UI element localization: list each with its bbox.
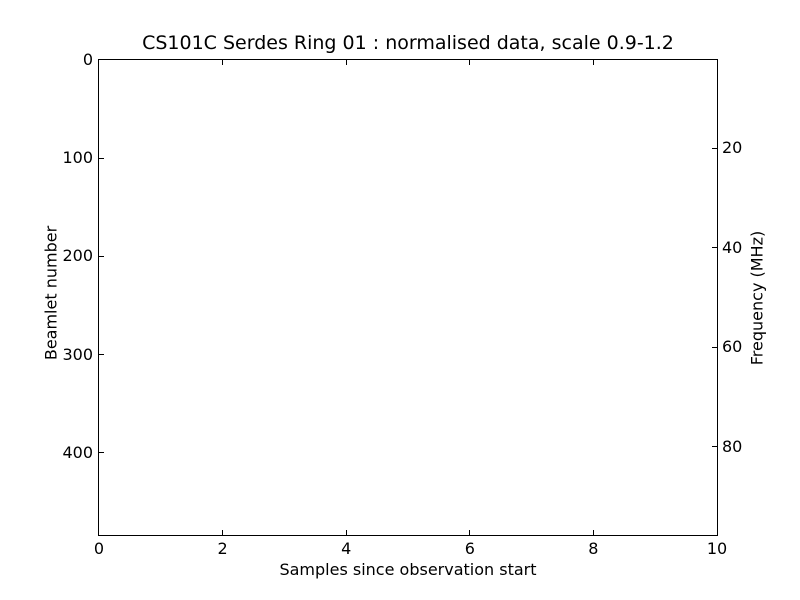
y-right-tick-mark	[712, 346, 717, 348]
x-tick-mark	[469, 60, 471, 65]
x-tick-label: 2	[217, 539, 228, 558]
y-left-tick-label: 200	[62, 246, 93, 266]
y-left-tick-mark	[99, 157, 104, 159]
x-tick-label: 6	[464, 539, 475, 558]
y-left-tick-label: 300	[62, 344, 93, 364]
x-tick-mark	[222, 60, 224, 65]
y-axis-label-right: Frequency (MHz)	[747, 230, 767, 366]
y-right-tick-mark	[712, 147, 717, 149]
y-right-tick-label: 80	[722, 437, 743, 457]
y-left-tick-mark	[99, 353, 104, 355]
x-tick-mark	[345, 60, 347, 65]
y-right-tick-label: 60	[722, 337, 743, 357]
x-tick-label: 4	[341, 539, 352, 558]
x-tick-mark	[222, 530, 224, 535]
y-right-tick-label: 40	[722, 237, 743, 257]
y-right-tick-label: 20	[722, 137, 743, 157]
y-left-tick-label: 0	[82, 49, 93, 69]
y-axis-label-left: Beamlet number	[41, 225, 61, 361]
x-tick-mark	[469, 530, 471, 535]
chart-title: CS101C Serdes Ring 01 : normalised data,…	[142, 32, 674, 54]
x-tick-mark	[592, 60, 594, 65]
y-left-tick-label: 100	[62, 147, 93, 167]
x-tick-mark	[345, 530, 347, 535]
y-left-tick-mark	[99, 255, 104, 257]
plot-area	[98, 59, 718, 536]
x-tick-label: 0	[93, 539, 105, 558]
y-left-tick-mark	[99, 452, 104, 454]
x-tick-label: 10	[706, 539, 728, 558]
x-axis-label: Samples since observation start	[279, 560, 537, 579]
x-tick-mark	[592, 530, 594, 535]
x-tick-label: 8	[588, 539, 599, 558]
y-right-tick-mark	[712, 247, 717, 249]
y-left-tick-label: 400	[62, 442, 93, 462]
y-right-tick-mark	[712, 446, 717, 448]
